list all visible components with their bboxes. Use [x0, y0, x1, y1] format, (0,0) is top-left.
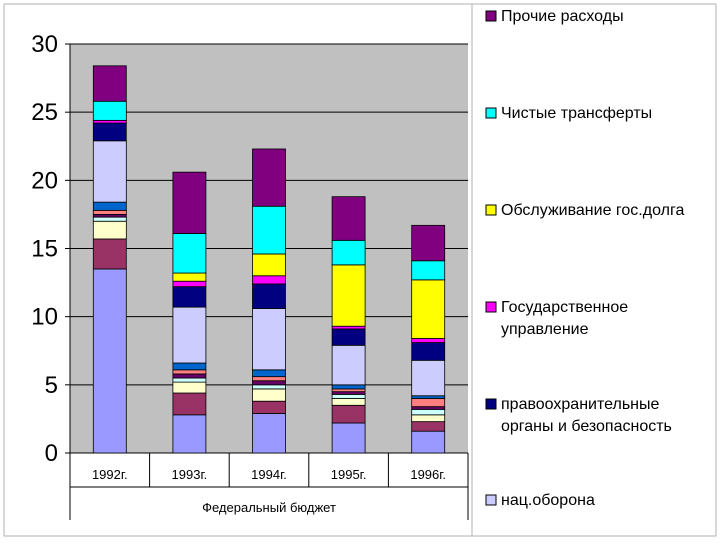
bar-segment — [411, 342, 446, 361]
x-tick-label: 1995г. — [331, 467, 367, 482]
bar-segment — [411, 398, 446, 408]
bar-segment — [252, 384, 286, 390]
bar-segment — [252, 275, 286, 285]
bar-segment — [411, 421, 446, 432]
legend-swatch — [485, 204, 497, 216]
bar-segment — [252, 376, 286, 382]
bar-segment — [92, 268, 127, 454]
bar-segment — [172, 171, 207, 234]
bar-segment — [411, 260, 446, 281]
bar-segment — [172, 373, 207, 379]
bar-segment — [92, 65, 127, 102]
bar-segment — [331, 388, 366, 393]
x-axis-group-label: Федеральный бюджет — [202, 500, 336, 515]
x-axis-table: Федеральный бюджет 1992г. 1993г. 1994г. 199… — [69, 453, 469, 520]
bar-segment — [252, 388, 286, 402]
x-tick-label: 1992г. — [92, 467, 128, 482]
bar-segment — [331, 422, 366, 454]
bar-segment — [92, 216, 127, 222]
bar-segment — [411, 224, 446, 262]
bar-segment — [92, 214, 127, 218]
bar-segment — [411, 395, 446, 399]
y-tick-label: 15 — [31, 236, 58, 263]
bar-segment — [252, 283, 286, 309]
bar-segment — [252, 380, 286, 386]
bar-segment — [331, 264, 366, 327]
y-tick-label: 25 — [31, 99, 58, 126]
bar-segment — [411, 430, 446, 454]
bar-segment — [411, 406, 446, 410]
y-tick-label: 0 — [45, 440, 58, 467]
y-tick-label: 20 — [31, 167, 58, 194]
bar-segment — [252, 205, 286, 255]
y-tick-label: 30 — [31, 31, 58, 58]
y-axis-ticks: 0 5 10 15 20 25 30 — [31, 31, 58, 467]
x-tick-label: 1993г. — [172, 467, 208, 482]
bar-segment — [411, 359, 446, 397]
bar-segment — [252, 369, 286, 378]
legend-label: Чистые трансферты — [501, 105, 652, 122]
legend-label: Государственное управление — [501, 299, 628, 338]
bar-segment — [411, 408, 446, 416]
bar-segment — [172, 369, 207, 375]
legend-swatch — [485, 494, 497, 506]
bar-segment — [92, 220, 127, 240]
bar-segment — [172, 272, 207, 282]
bar-segment — [172, 381, 207, 394]
bar-segment — [92, 201, 127, 211]
bar-segment — [252, 253, 286, 277]
legend-swatch — [485, 10, 497, 22]
bar-segment — [252, 148, 286, 207]
bar-segment — [172, 414, 207, 454]
bar-segment — [331, 398, 366, 406]
bar-segment — [331, 404, 366, 424]
y-tick-label: 5 — [45, 372, 58, 399]
legend-swatch — [485, 107, 497, 119]
legend-label: правоохранительные органы и безопасность — [501, 396, 672, 435]
bar-segment — [92, 119, 127, 124]
bar-segment — [172, 377, 207, 383]
bar-segment — [411, 414, 446, 423]
bar-segment — [172, 306, 207, 364]
bar-segment — [92, 122, 127, 142]
bar-segment — [331, 239, 366, 266]
bar-segment — [92, 100, 127, 121]
x-tick-label: 1996г. — [410, 467, 446, 482]
bar-segment — [331, 384, 366, 390]
legend: Прочие расходы Чистые трансферты Обслужива… — [485, 8, 684, 509]
legend-swatch — [485, 398, 497, 410]
bar-segment — [92, 238, 127, 270]
bar-segment — [331, 328, 366, 346]
bar-segment — [92, 209, 127, 215]
bar-segment — [172, 286, 207, 308]
bar-segment — [252, 400, 286, 414]
bar-segment — [172, 392, 207, 416]
bar-segment — [411, 338, 446, 343]
bar-segment — [92, 140, 127, 203]
x-tick-label: 1994г. — [251, 467, 287, 482]
bar-segment — [172, 280, 207, 288]
bar-segment — [172, 233, 207, 274]
bar-segment — [331, 325, 366, 330]
bar-segment — [252, 413, 286, 454]
bar-segment — [331, 196, 366, 241]
legend-label: нац.оборона — [501, 492, 595, 509]
bar-segment — [411, 279, 446, 339]
bar-segment — [331, 344, 366, 386]
bar-segment — [331, 391, 366, 395]
y-tick-label: 10 — [31, 304, 58, 331]
bar-segment — [252, 308, 286, 371]
legend-label: Прочие расходы — [501, 8, 624, 25]
bar-segment — [172, 362, 207, 371]
legend-label: Обслуживание гос.долга — [501, 202, 684, 219]
legend-swatch — [485, 301, 497, 313]
bar-segment — [331, 393, 366, 399]
bars — [92, 65, 446, 454]
